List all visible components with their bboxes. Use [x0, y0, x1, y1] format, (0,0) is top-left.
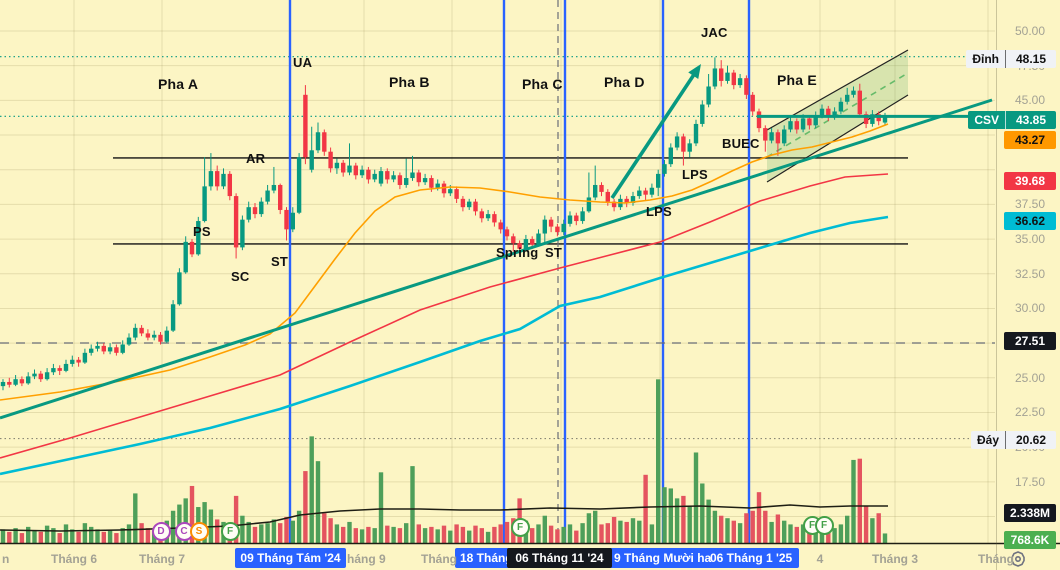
event-badge-S[interactable]: S — [189, 521, 209, 541]
event-badge-F[interactable]: F — [220, 521, 240, 541]
axis-settings-gear-icon[interactable] — [1008, 550, 1028, 568]
event-badge-F[interactable]: F — [814, 515, 834, 535]
event-badge-F[interactable]: F — [510, 517, 530, 537]
event-badge-D[interactable]: D — [151, 521, 171, 541]
